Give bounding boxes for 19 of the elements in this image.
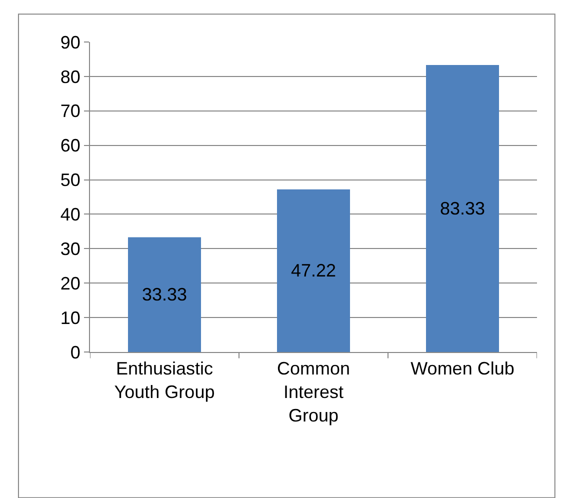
y-tick-label: 50 — [60, 170, 80, 190]
y-tick-label: 40 — [60, 204, 80, 225]
bar — [128, 237, 202, 352]
y-tick-label: 90 — [60, 32, 80, 52]
x-tick-label: Women Club — [410, 358, 514, 379]
y-tick-label: 60 — [60, 136, 80, 156]
x-tick-label: Enthusiastic Youth Group — [114, 358, 215, 402]
y-tick-label: 30 — [60, 238, 80, 259]
bar — [277, 189, 350, 352]
y-tick-label: 20 — [60, 273, 80, 294]
y-tick-label: 80 — [60, 66, 80, 87]
y-tick-label: 10 — [60, 308, 80, 328]
x-tick-label: Common Interest Group — [276, 358, 350, 426]
y-tick-label: 0 — [70, 342, 80, 362]
data-label: 47.22 — [290, 260, 336, 281]
data-label: 33.33 — [142, 284, 188, 305]
bar — [426, 64, 500, 352]
y-tick-label: 70 — [60, 101, 80, 122]
data-label: 83.33 — [440, 198, 486, 218]
